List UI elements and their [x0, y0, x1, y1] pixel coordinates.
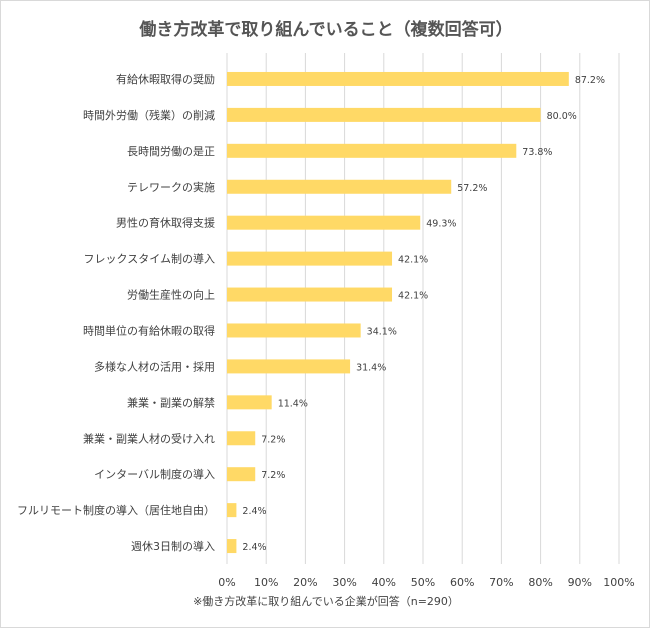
bar	[227, 503, 237, 518]
chart-footnote: ※働き方改革に取り組んでいる企業が回答（n=290）	[193, 595, 459, 608]
value-label: 31.4%	[356, 362, 386, 373]
x-tick-label: 70%	[489, 576, 513, 589]
value-label: 11.4%	[278, 398, 308, 409]
x-tick-label: 40%	[372, 576, 396, 589]
x-tick-label: 20%	[293, 576, 317, 589]
value-label: 7.2%	[261, 434, 285, 445]
bar	[227, 467, 256, 482]
value-label: 42.1%	[398, 291, 428, 302]
bar	[227, 71, 569, 86]
value-label: 57.2%	[457, 183, 487, 194]
value-label: 42.1%	[398, 255, 428, 266]
category-label: 時間単位の有給休暇の取得	[83, 323, 215, 337]
x-tick-label: 100%	[603, 576, 634, 589]
category-label: 労働生産性の向上	[127, 288, 215, 302]
value-label: 34.1%	[367, 326, 397, 337]
category-label: インターバル制度の導入	[94, 467, 215, 481]
value-label: 2.4%	[242, 542, 266, 553]
value-label: 80.0%	[547, 111, 577, 122]
chart-title: 働き方改革で取り組んでいること（複数回答可）	[139, 20, 513, 40]
category-label: 時間外労働（残業）の削減	[83, 108, 215, 122]
category-label: 兼業・副業人材の受け入れ	[83, 431, 215, 445]
value-label: 73.8%	[522, 147, 552, 158]
category-label: フレックスタイム制の導入	[84, 252, 215, 266]
bar	[227, 539, 237, 554]
value-label: 2.4%	[242, 506, 266, 517]
value-label: 87.2%	[575, 75, 605, 86]
bar	[227, 431, 256, 446]
category-label: フルリモート制度の導入（居住地自由）	[17, 503, 215, 517]
bar	[227, 287, 393, 302]
bar	[227, 359, 351, 374]
bar	[227, 215, 421, 230]
x-tick-label: 60%	[450, 576, 474, 589]
category-label: テレワークの実施	[127, 180, 215, 194]
bar	[227, 179, 452, 194]
bar	[227, 323, 361, 338]
x-tick-label: 50%	[411, 576, 435, 589]
x-tick-label: 80%	[528, 576, 552, 589]
x-tick-label: 10%	[254, 576, 278, 589]
category-label: 長時間労働の是正	[127, 144, 215, 158]
value-label: 7.2%	[261, 470, 285, 481]
category-label: 多様な人材の活用・採用	[94, 359, 215, 373]
x-tick-label: 0%	[218, 576, 235, 589]
bar	[227, 251, 393, 266]
value-label: 49.3%	[426, 219, 456, 230]
bar	[227, 395, 272, 410]
bar	[227, 107, 541, 122]
category-label: 週休3日制の導入	[131, 539, 215, 553]
bar	[227, 143, 517, 158]
category-label: 男性の育休取得支援	[116, 216, 215, 230]
category-label: 兼業・副業の解禁	[127, 395, 215, 409]
category-label: 有給休暇取得の奨励	[116, 72, 215, 86]
x-tick-label: 30%	[332, 576, 356, 589]
x-tick-label: 90%	[568, 576, 592, 589]
